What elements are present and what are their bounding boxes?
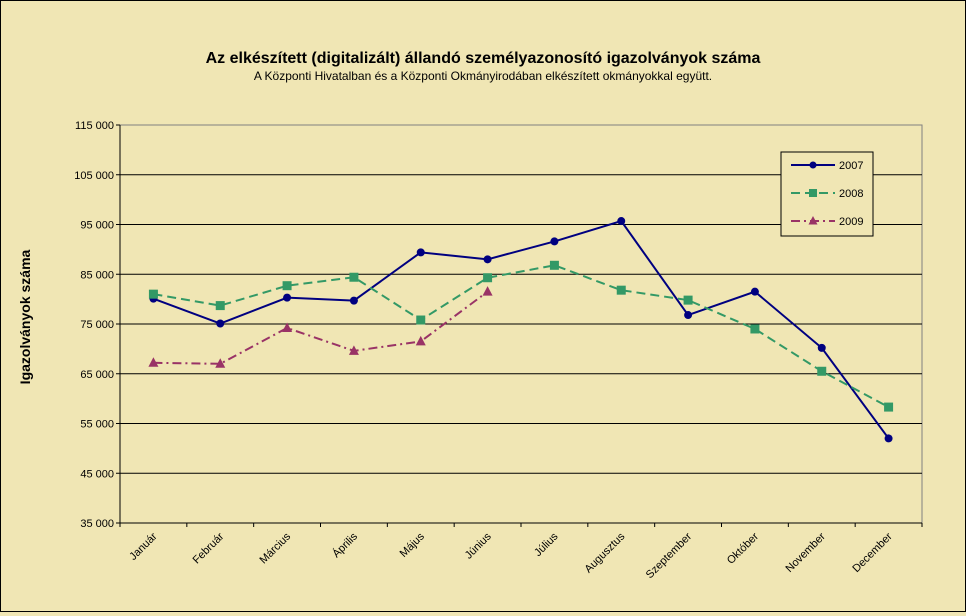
y-tick-label: 65 000 xyxy=(80,369,114,381)
data-point xyxy=(808,216,818,225)
data-point xyxy=(148,289,158,299)
chart-title: Az elkészített (digitalizált) állandó sz… xyxy=(206,50,761,67)
y-axis-label: Igazolványok száma xyxy=(17,249,33,384)
data-point xyxy=(550,237,559,246)
x-tick-label: Január xyxy=(127,530,160,563)
data-point xyxy=(282,322,293,332)
x-tick-label: Augusztus xyxy=(583,530,628,575)
data-point xyxy=(148,357,159,367)
data-point xyxy=(349,296,358,305)
data-point xyxy=(809,161,817,169)
x-tick-label: Február xyxy=(191,530,227,566)
x-tick-label: Április xyxy=(330,530,361,561)
data-point xyxy=(416,248,425,257)
data-point xyxy=(283,293,292,302)
legend: 2007 2008 2009 xyxy=(780,151,874,237)
data-point xyxy=(483,255,492,264)
x-tick-label: Szeptember xyxy=(644,530,695,581)
series-line-2009 xyxy=(153,290,489,365)
data-point xyxy=(216,319,225,328)
y-tick-label: 55 000 xyxy=(80,419,114,431)
y-tick-label: 85 000 xyxy=(80,269,114,281)
x-tick-label: Július xyxy=(532,530,561,559)
x-tick-label: November xyxy=(784,530,829,575)
series-line-2008 xyxy=(153,264,890,408)
y-tick-label: 115 000 xyxy=(75,120,114,132)
data-point xyxy=(549,260,559,270)
data-point xyxy=(348,345,359,355)
y-tick-label: 75 000 xyxy=(80,319,114,331)
series-line-2007 xyxy=(153,219,890,440)
y-tick-label: 105 000 xyxy=(74,170,114,182)
x-tick-label: Március xyxy=(257,530,293,566)
data-point xyxy=(482,286,493,296)
legend-label: 2008 xyxy=(839,188,863,200)
data-point xyxy=(616,285,626,295)
data-point xyxy=(416,315,426,325)
legend-label: 2009 xyxy=(839,216,863,228)
y-tick-label: 95 000 xyxy=(80,220,114,232)
data-point xyxy=(349,272,359,282)
x-tick-label: Május xyxy=(398,530,428,560)
data-point xyxy=(215,301,225,311)
data-point xyxy=(884,402,894,412)
data-point xyxy=(817,343,826,352)
legend-label: 2007 xyxy=(839,160,863,172)
data-point xyxy=(684,311,693,320)
y-tick-label: 35 000 xyxy=(80,518,114,530)
data-point xyxy=(415,335,426,346)
data-point xyxy=(215,358,226,368)
chart-subtitle: A Központi Hivatalban és a Központi Okmá… xyxy=(254,69,712,83)
data-point xyxy=(683,295,693,305)
x-tick-label: December xyxy=(850,530,895,575)
data-point xyxy=(617,217,626,226)
data-point xyxy=(282,281,292,291)
x-tick-label: Október xyxy=(725,530,761,566)
data-point xyxy=(809,189,817,197)
data-point xyxy=(750,287,759,296)
x-tick-label: Június xyxy=(463,530,494,561)
data-point xyxy=(817,366,827,376)
data-point xyxy=(483,273,493,283)
data-point xyxy=(884,434,893,443)
data-point xyxy=(750,324,760,334)
y-tick-label: 45 000 xyxy=(80,468,114,480)
